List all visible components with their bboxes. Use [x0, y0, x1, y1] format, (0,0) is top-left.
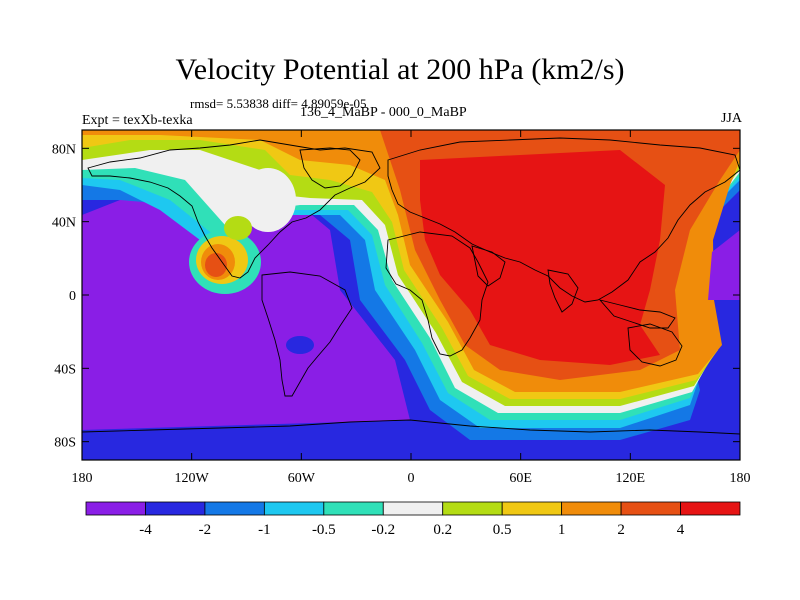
colorbar-swatch [561, 501, 622, 516]
colorbar-label: 4 [677, 522, 685, 538]
na-yellow-patch [224, 216, 252, 240]
colorbar-swatch [85, 501, 146, 516]
mexico-max-core [205, 253, 227, 277]
india-outline [547, 269, 579, 313]
chart-title: Velocity Potential at 200 hPa (km2/s) [175, 53, 625, 86]
colorbar-swatch [680, 501, 741, 516]
x-tick-label: 60W [288, 471, 316, 486]
case-label: 136_4_MaBP - 000_0_MaBP [300, 105, 467, 120]
x-tick-label: 120W [175, 471, 210, 486]
y-tick-label: 40N [52, 216, 76, 231]
colorbar-swatch [323, 501, 384, 516]
colorbar-label: -2 [199, 522, 212, 538]
sa-blue-patch [286, 336, 314, 354]
south-america-outline [261, 271, 353, 397]
se-asia-outline [598, 299, 676, 329]
coastlines [82, 137, 740, 435]
colorbar-swatch [204, 501, 265, 516]
colorbar-swatch [145, 501, 206, 516]
y-tick-label: 40S [54, 362, 76, 377]
greenland-outline [299, 147, 361, 189]
colorbar-label: 2 [617, 522, 625, 538]
colorbar-label: -4 [139, 522, 152, 538]
australia-outline [627, 323, 683, 367]
antarctica-outline [82, 419, 740, 435]
colorbar: -4 -2 -1 -0.5 -0.2 0.2 0.5 1 2 4 [85, 501, 741, 538]
x-axis: 180 120W 60W 0 60E 120E 180 [72, 130, 751, 486]
x-tick-label: 60E [509, 471, 532, 486]
wpac-min [708, 230, 740, 300]
colorbar-label: -0.2 [371, 522, 395, 538]
north-america-outline [87, 139, 381, 279]
africa-outline [385, 231, 489, 357]
colorbar-swatch [263, 501, 325, 516]
colorbar-label: -1 [258, 522, 271, 538]
arabia-outline [471, 245, 506, 287]
colorbar-label: -0.5 [312, 522, 336, 538]
colorbar-label: 0.2 [433, 522, 452, 538]
stats-label: rmsd= 5.53838 diff= 4.89059e-05 [190, 96, 367, 111]
contour-fill [82, 130, 740, 460]
x-tick-label: 120E [616, 471, 646, 486]
y-tick-label: 80S [54, 436, 76, 451]
y-tick-label: 80N [52, 142, 76, 157]
eurasia-outline [387, 137, 740, 303]
y-tick-label: 0 [69, 289, 76, 304]
colorbar-label: 1 [558, 522, 566, 538]
x-tick-label: 180 [730, 471, 751, 486]
colorbar-swatch [382, 501, 444, 516]
colorbar-swatch [501, 501, 563, 516]
colorbar-swatch [620, 501, 681, 516]
x-tick-label: 180 [72, 471, 93, 486]
y-axis: 80N 40N 0 40S 80S [52, 142, 740, 451]
colorbar-label: 0.5 [493, 522, 512, 538]
season-label: JJA [720, 111, 742, 126]
x-tick-label: 0 [408, 471, 415, 486]
experiment-label: Expt = texXb-texka [82, 113, 193, 128]
colorbar-swatch [442, 501, 503, 516]
na-white-patch [240, 168, 296, 232]
